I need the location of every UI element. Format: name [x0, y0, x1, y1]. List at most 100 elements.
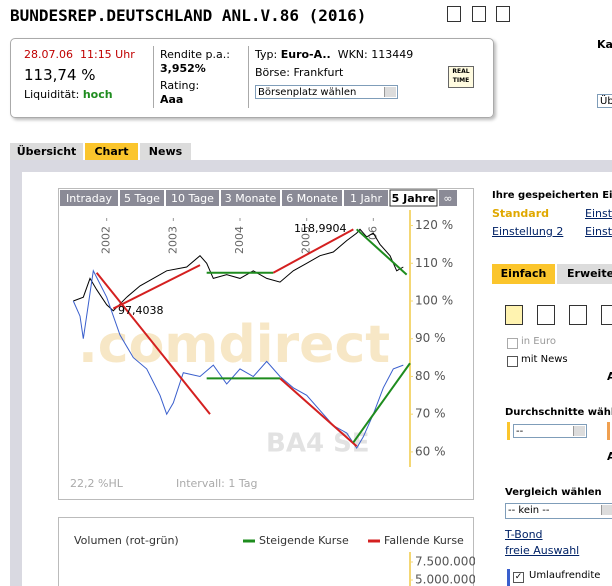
- apply-button[interactable]: A: [607, 450, 612, 463]
- period-label[interactable]: 6 Monate: [286, 192, 338, 205]
- page-title: BUNDESREP.DEUTSCHLAND ANL.V.86 (2016): [10, 6, 367, 25]
- period-label[interactable]: 3 Monate: [225, 192, 277, 205]
- legend-label: Steigende Kurse: [259, 534, 349, 547]
- top-right-select[interactable]: Üb: [597, 94, 612, 108]
- period-tab[interactable]: [344, 190, 388, 206]
- averages-select[interactable]: --: [513, 424, 587, 438]
- rating-label: Rating:: [160, 79, 200, 92]
- help-icon[interactable]: [447, 6, 461, 22]
- chart-type-icon[interactable]: [505, 305, 523, 325]
- period-tab[interactable]: [166, 190, 219, 206]
- apply-button[interactable]: A: [607, 370, 612, 383]
- tab-simple[interactable]: Einfach: [492, 264, 555, 284]
- setting-link[interactable]: Einst: [585, 225, 612, 238]
- volume-title: Volumen (rot-grün): [74, 534, 179, 547]
- liquidity-value: hoch: [82, 88, 113, 101]
- trend-line: [279, 377, 358, 447]
- quote-date: 28.07.06 11:15 Uhr: [24, 48, 135, 61]
- min-label: 97,4038: [118, 304, 164, 317]
- volume-box: [58, 517, 474, 586]
- page-tab[interactable]: News: [140, 143, 191, 160]
- y-tick-label: 120 %: [415, 218, 453, 232]
- yield-value: 3,952%: [160, 62, 206, 75]
- yield-curve: Umlaufrendite: [529, 570, 601, 581]
- quote-box: [10, 38, 494, 118]
- wkn-value: 113449: [371, 48, 414, 61]
- type-value: Euro-A..: [280, 48, 331, 61]
- checkbox[interactable]: [507, 356, 518, 367]
- trend-line: [355, 228, 408, 276]
- free-link[interactable]: freie Auswahl: [505, 544, 580, 557]
- footer-right: Intervall: 1 Tag: [176, 477, 258, 490]
- setting-link[interactable]: Einst: [585, 207, 612, 220]
- period-label[interactable]: Intraday: [66, 192, 113, 205]
- quote-price: 113,74 %: [24, 66, 96, 84]
- time: 11:15 Uhr: [79, 48, 135, 61]
- rating-value: Aaa: [160, 93, 184, 106]
- period-label[interactable]: 10 Tage: [171, 192, 214, 205]
- type-label: Typ:: [255, 48, 278, 61]
- period-tab[interactable]: [120, 190, 164, 206]
- period-tab[interactable]: [282, 190, 342, 206]
- period-tab[interactable]: [60, 190, 118, 206]
- chart-type-icon[interactable]: [601, 305, 612, 325]
- checkbox[interactable]: [507, 338, 518, 349]
- period-tab[interactable]: [439, 190, 457, 206]
- color-bar: [507, 569, 510, 586]
- realtime-icon[interactable]: REAL TIME: [448, 66, 474, 88]
- exchange-select[interactable]: Börsenplatz wählen: [255, 85, 398, 99]
- x-tick-label: 2005: [300, 226, 313, 254]
- yield-label: Rendite p.a.:: [160, 48, 230, 61]
- in-euro: in Euro: [521, 336, 556, 347]
- period-label[interactable]: ∞: [443, 192, 452, 205]
- y-tick-label: 7.500.000: [415, 555, 475, 569]
- price-line: [72, 269, 404, 450]
- watermark: .comdirect: [78, 315, 390, 375]
- chart-type-icon[interactable]: [537, 305, 555, 325]
- divider: [248, 46, 249, 108]
- divider: [153, 46, 154, 108]
- y-tick-label: 80 %: [415, 369, 446, 383]
- y-tick-label: 110 %: [415, 256, 453, 270]
- print-icon[interactable]: [472, 6, 486, 22]
- legend-label: Fallende Kurse: [384, 534, 464, 547]
- tab-extended[interactable]: Erweiter: [557, 264, 612, 284]
- period-label[interactable]: 5 Tage: [124, 192, 160, 205]
- y-tick-label: 90 %: [415, 331, 446, 345]
- type-line: Typ: Euro-A.. WKN: 113449: [255, 48, 413, 61]
- trend-line: [352, 362, 411, 444]
- liquidity-label: Liquidität:: [24, 88, 80, 101]
- period-tab[interactable]: [221, 190, 280, 206]
- color-bar: [607, 422, 610, 440]
- y-tick-label: 60 %: [415, 444, 446, 458]
- exchange: Börse: Frankfurt: [255, 66, 344, 79]
- liquidity: Liquidität: hoch: [24, 88, 113, 101]
- checkbox-checked[interactable]: ✓: [513, 572, 524, 583]
- color-bar: [507, 422, 510, 440]
- max-label: 118,9904: [294, 222, 347, 235]
- period-label[interactable]: 1 Jahr: [350, 192, 382, 205]
- x-tick-label: 2003: [166, 226, 179, 254]
- y-tick-label: 100 %: [415, 294, 453, 308]
- page-tab[interactable]: Chart: [85, 143, 138, 160]
- trend-line: [112, 264, 201, 310]
- setting-standard[interactable]: Standard: [492, 207, 550, 220]
- refresh-icon[interactable]: [496, 6, 510, 22]
- page-tab[interactable]: Übersicht: [10, 143, 83, 160]
- averages-title: Durchschnitte wählen: [505, 407, 612, 418]
- period-tab[interactable]: [389, 189, 438, 207]
- compare-select[interactable]: -- kein --: [505, 503, 612, 519]
- x-tick-label: 2004: [233, 226, 246, 254]
- period-label[interactable]: 5 Jahre: [392, 192, 436, 205]
- chart-type-icon[interactable]: [569, 305, 587, 325]
- setting-2[interactable]: Einstellung 2: [492, 225, 564, 238]
- volume-chart: Volumen (rot-grün) Steigende Kurse Fallend…: [74, 534, 475, 586]
- saved-title: Ihre gespeicherten Ei: [492, 190, 612, 201]
- trend-line: [95, 272, 211, 415]
- top-right-label: Ka: [597, 38, 612, 51]
- tbond-link[interactable]: T-Bond: [505, 528, 543, 541]
- trend-line: [272, 228, 354, 274]
- x-tick-label: 2002: [100, 226, 113, 254]
